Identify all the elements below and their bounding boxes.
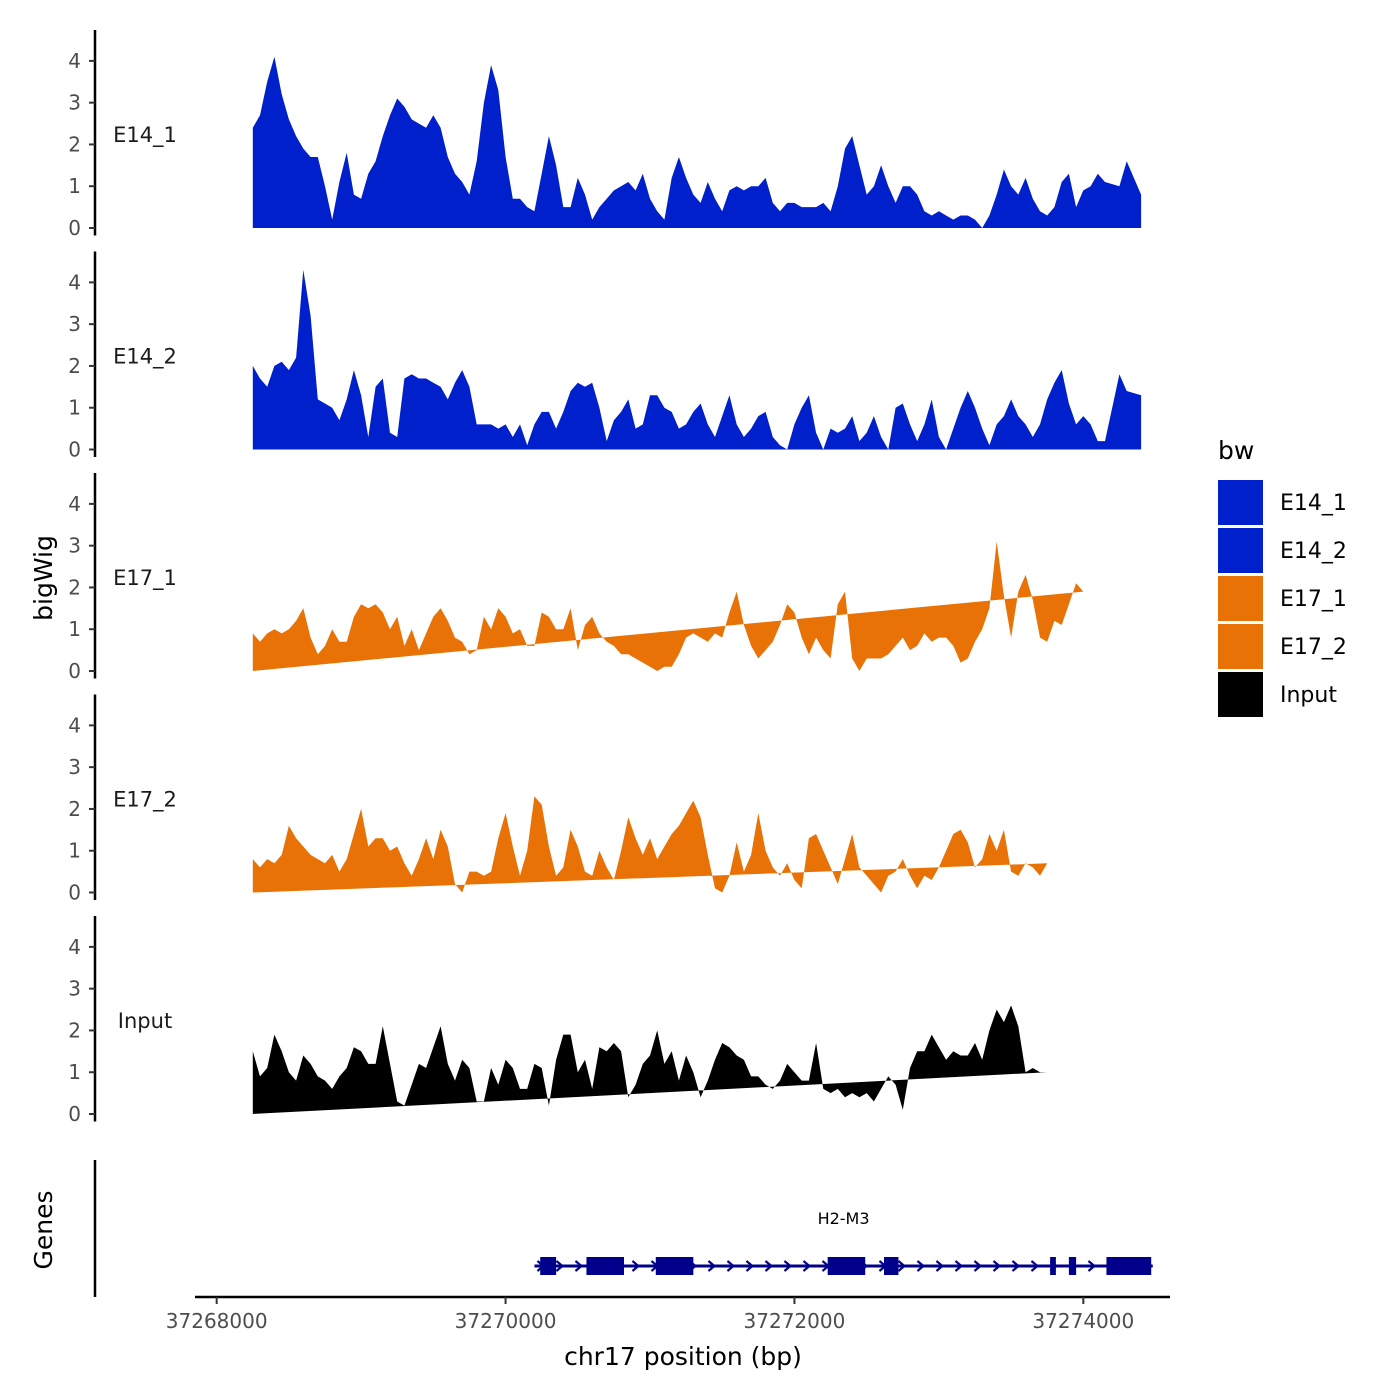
legend-item-e17-2: E17_2 bbox=[1218, 624, 1347, 669]
y-tick-label: 3 bbox=[68, 534, 81, 558]
strand-arrow bbox=[802, 1260, 812, 1272]
legend-label: Input bbox=[1280, 683, 1337, 708]
exon-block bbox=[1068, 1257, 1077, 1275]
strand-arrow bbox=[745, 1260, 755, 1272]
legend-swatch bbox=[1218, 576, 1263, 621]
legend-item-e17-1: E17_1 bbox=[1218, 576, 1347, 621]
track-label: E17_1 bbox=[113, 566, 177, 591]
y-tick-label: 1 bbox=[68, 617, 81, 641]
y-tick-label: 1 bbox=[68, 174, 81, 198]
legend: bw E14_1 E14_2 E17_1 E17_2 Input bbox=[1218, 436, 1347, 717]
y-tick-label: 4 bbox=[68, 270, 81, 294]
legend-label: E17_2 bbox=[1280, 635, 1347, 660]
legend-label: E17_1 bbox=[1280, 587, 1347, 612]
coverage-area-e14-2 bbox=[252, 269, 1142, 450]
strand-arrow bbox=[1011, 1260, 1021, 1272]
strand-arrow bbox=[555, 1260, 565, 1272]
gene-h2-m3: H2-M3 bbox=[534, 1209, 1154, 1275]
legend-title: bw bbox=[1218, 436, 1254, 465]
y-tick-label: 2 bbox=[68, 797, 81, 821]
legend-item-e14-1: E14_1 bbox=[1218, 480, 1347, 525]
x-tick-label: 37268000 bbox=[166, 1309, 268, 1333]
legend-swatch bbox=[1218, 672, 1263, 717]
coverage-area-e14-1 bbox=[252, 56, 1142, 229]
y-tick-label: 0 bbox=[68, 438, 81, 462]
y-tick-label: 3 bbox=[68, 755, 81, 779]
coverage-area-e17-2 bbox=[252, 796, 1048, 893]
exon-block bbox=[884, 1257, 899, 1275]
y-tick-label: 0 bbox=[68, 216, 81, 240]
y-tick-label: 2 bbox=[68, 354, 81, 378]
x-axis-title: chr17 position (bp) bbox=[564, 1342, 802, 1371]
track-label: E14_2 bbox=[113, 345, 177, 370]
track-input: 0 1 2 3 4 Input bbox=[68, 916, 1048, 1126]
strand-arrow bbox=[1087, 1260, 1097, 1272]
y-tick-label: 2 bbox=[68, 575, 81, 599]
strand-arrow bbox=[726, 1260, 736, 1272]
exon-block bbox=[1106, 1257, 1152, 1275]
track-e17-2: 0 1 2 3 4 E17_2 bbox=[68, 694, 1048, 905]
y-axis-title: bigWig bbox=[29, 535, 58, 621]
legend-swatch bbox=[1218, 528, 1263, 573]
legend-swatch bbox=[1218, 624, 1263, 669]
coverage-area-input bbox=[252, 1005, 1048, 1114]
y-tick-label: 0 bbox=[68, 1102, 81, 1126]
exon-block bbox=[655, 1257, 694, 1275]
y-tick-label: 4 bbox=[68, 49, 81, 73]
legend-item-e14-2: E14_2 bbox=[1218, 528, 1347, 573]
strand-arrow bbox=[973, 1260, 983, 1272]
coverage-area-e17-1 bbox=[252, 541, 1084, 671]
strand-arrow bbox=[574, 1260, 584, 1272]
y-tick-label: 3 bbox=[68, 91, 81, 115]
strand-arrow bbox=[707, 1260, 717, 1272]
genes-axis-title: Genes bbox=[29, 1190, 58, 1269]
strand-arrow bbox=[935, 1260, 945, 1272]
track-label: E17_2 bbox=[113, 788, 177, 813]
exon-block bbox=[1050, 1257, 1056, 1275]
track-label: Input bbox=[118, 1009, 172, 1033]
y-tick-label: 4 bbox=[68, 713, 81, 737]
y-tick-label: 0 bbox=[68, 881, 81, 905]
x-tick-label: 37274000 bbox=[1032, 1309, 1134, 1333]
track-e14-2: 0 1 2 3 4 E14_2 bbox=[68, 251, 1142, 462]
gene-label: H2-M3 bbox=[818, 1209, 870, 1228]
tracks-layer: 0 1 2 3 4 E14_1 0 1 2 3 4 E14_2 0 1 2 3 4 E17_1 0 1 2 3 4 E17_2… bbox=[68, 30, 1142, 1126]
strand-arrow bbox=[1030, 1260, 1040, 1272]
legend-label: E14_2 bbox=[1280, 539, 1347, 564]
strand-arrow bbox=[992, 1260, 1002, 1272]
track-e17-1: 0 1 2 3 4 E17_1 bbox=[68, 473, 1084, 683]
x-tick-label: 37272000 bbox=[744, 1309, 846, 1333]
y-tick-label: 4 bbox=[68, 935, 81, 959]
exon-block bbox=[540, 1257, 557, 1275]
exon-block bbox=[586, 1257, 624, 1275]
x-tick-label: 37270000 bbox=[455, 1309, 557, 1333]
legend-swatch bbox=[1218, 480, 1263, 525]
track-e14-1: 0 1 2 3 4 E14_1 bbox=[68, 30, 1142, 240]
genes-track: H2-M3 bbox=[93, 1160, 1154, 1297]
x-axis: 37268000 37270000 37272000 37274000 bbox=[166, 1295, 1170, 1333]
y-tick-label: 0 bbox=[68, 659, 81, 683]
exon-block bbox=[827, 1257, 866, 1275]
y-tick-label: 3 bbox=[68, 977, 81, 1001]
strand-arrow bbox=[764, 1260, 774, 1272]
legend-label: E14_1 bbox=[1280, 491, 1347, 516]
strand-arrow bbox=[783, 1260, 793, 1272]
strand-arrow bbox=[897, 1260, 907, 1272]
y-tick-label: 1 bbox=[68, 396, 81, 420]
y-tick-label: 1 bbox=[68, 839, 81, 863]
strand-arrow bbox=[631, 1260, 641, 1272]
track-label: E14_1 bbox=[113, 123, 177, 148]
y-tick-label: 4 bbox=[68, 492, 81, 516]
legend-item-input: Input bbox=[1218, 672, 1337, 717]
strand-arrow bbox=[916, 1260, 926, 1272]
y-tick-label: 3 bbox=[68, 312, 81, 336]
y-tick-label: 2 bbox=[68, 132, 81, 156]
y-tick-label: 2 bbox=[68, 1018, 81, 1042]
y-tick-label: 1 bbox=[68, 1060, 81, 1084]
strand-arrow bbox=[954, 1260, 964, 1272]
